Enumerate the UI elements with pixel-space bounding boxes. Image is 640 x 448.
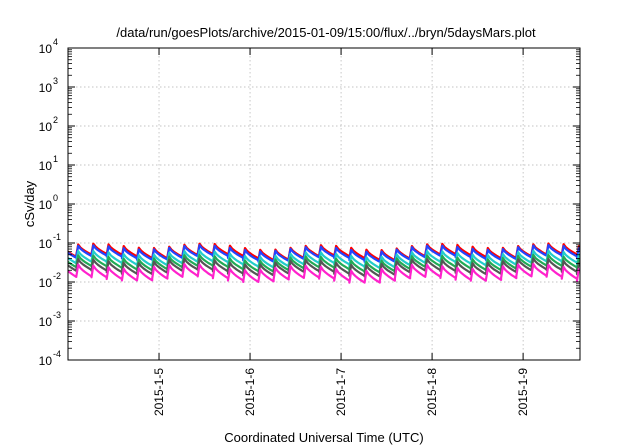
y-tick-label: 10 1 (39, 154, 58, 173)
y-tick-base: 10 (39, 276, 53, 290)
y-tick-base: 10 (39, 315, 53, 329)
y-tick-base: 10 (39, 354, 53, 368)
x-axis-ticks: 2015-1-5 2015-1-6 2015-1-7 2015-1-8 2015-1-9 (152, 48, 530, 416)
y-tick-label: 10 -3 (39, 310, 61, 329)
y-tick-base: 10 (39, 42, 53, 56)
x-tick-label: 2015-1-5 (152, 368, 166, 416)
x-tick-label: 2015-1-8 (425, 368, 439, 416)
y-tick-base: 10 (39, 81, 53, 95)
y-tick-label: 10 3 (39, 76, 58, 95)
y-tick-label: 10 -2 (39, 271, 61, 290)
series-layer (68, 242, 580, 284)
y-tick-exponent: 0 (53, 193, 58, 203)
y-tick-exponent: 2 (53, 115, 58, 125)
y-tick-exponent: 3 (53, 76, 58, 86)
y-tick-exponent: 4 (53, 37, 58, 47)
x-tick-label: 2015-1-6 (243, 368, 257, 416)
y-tick-exponent: -2 (53, 271, 61, 281)
y-tick-label: 10 2 (39, 115, 58, 134)
y-tick-exponent: -4 (53, 349, 61, 359)
x-axis-label: Coordinated Universal Time (UTC) (224, 430, 423, 445)
y-tick-exponent: -3 (53, 310, 61, 320)
y-tick-label: 10 0 (39, 193, 58, 212)
series-line (68, 257, 580, 278)
series-line (68, 262, 580, 284)
y-tick-exponent: -1 (53, 232, 61, 242)
y-tick-label: 10 4 (39, 37, 58, 56)
y-tick-label: 10 -4 (39, 349, 61, 368)
y-tick-base: 10 (39, 120, 53, 134)
y-tick-label: 10 -1 (39, 232, 61, 251)
x-tick-label: 2015-1-9 (516, 368, 530, 416)
y-tick-base: 10 (39, 237, 53, 251)
series-line (68, 249, 580, 270)
chart-title: /data/run/goesPlots/archive/2015-01-09/1… (116, 25, 536, 40)
series-line (68, 244, 580, 263)
y-tick-exponent: 1 (53, 154, 58, 164)
y-axis-label: cSv/day (22, 180, 37, 227)
x-tick-label: 2015-1-7 (334, 368, 348, 416)
y-tick-base: 10 (39, 159, 53, 173)
grid (68, 48, 580, 360)
y-tick-base: 10 (39, 198, 53, 212)
